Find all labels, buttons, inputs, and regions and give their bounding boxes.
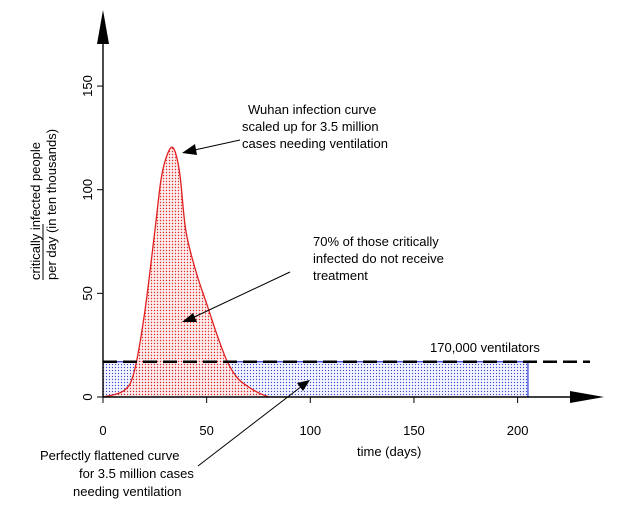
x-tick-label-150: 150 — [403, 423, 425, 438]
annotation-untreated-leader — [189, 271, 291, 320]
annotation-flattened-line-2: for 3.5 million cases — [79, 466, 194, 481]
x-axis-arrowhead — [570, 391, 604, 403]
annotation-flattened-leader — [197, 385, 303, 467]
y-axis-label-line-2: per day (in ten thousands) — [44, 129, 59, 280]
y-tick-label-0: 0 — [80, 393, 95, 400]
y-tick-label-100: 100 — [80, 179, 95, 201]
y-axis-arrowhead — [97, 10, 109, 44]
threshold-label: 170,000 ventilators — [430, 340, 540, 355]
annotation-wuhan-leader — [189, 139, 241, 152]
annotation-flattened-arrowhead — [297, 380, 310, 391]
annotation-untreated-line-2: infected do not receive — [313, 251, 444, 266]
wuhan-curve-line — [102, 146, 270, 398]
x-tick-label-50: 50 — [199, 423, 213, 438]
x-tick-label-200: 200 — [507, 423, 529, 438]
annotation-flattened-line-3: needing ventilation — [73, 484, 181, 499]
x-tick-label-100: 100 — [299, 423, 321, 438]
annotation-untreated-line-1: 70% of those critically — [313, 234, 439, 249]
annotation-untreated: 70% of those critically infected do not … — [182, 234, 444, 322]
y-axis-label-line-1: critically infected people — [28, 142, 43, 280]
y-axis-label: critically infected people per day (in t… — [28, 129, 59, 280]
x-axis-label: time (days) — [357, 444, 421, 459]
annotation-untreated-arrowhead — [182, 313, 197, 322]
y-tick-label-50: 50 — [80, 286, 95, 300]
x-tick-label-0: 0 — [99, 423, 106, 438]
annotation-wuhan: Wuhan infection curve scaled up for 3.5 … — [182, 102, 388, 155]
annotation-untreated-line-3: treatment — [313, 268, 368, 283]
annotation-wuhan-line-2: scaled up for 3.5 million — [242, 119, 379, 134]
y-tick-label-150: 150 — [80, 75, 95, 97]
annotation-flattened-line-1: Perfectly flattened curve — [40, 448, 179, 463]
annotation-wuhan-arrowhead — [182, 144, 197, 155]
annotation-wuhan-line-1: Wuhan infection curve — [248, 102, 376, 117]
annotation-flattened: Perfectly flattened curve for 3.5 millio… — [40, 380, 310, 499]
wuhan-curve-area — [103, 147, 269, 397]
annotation-wuhan-line-3: cases needing ventilation — [242, 136, 388, 151]
